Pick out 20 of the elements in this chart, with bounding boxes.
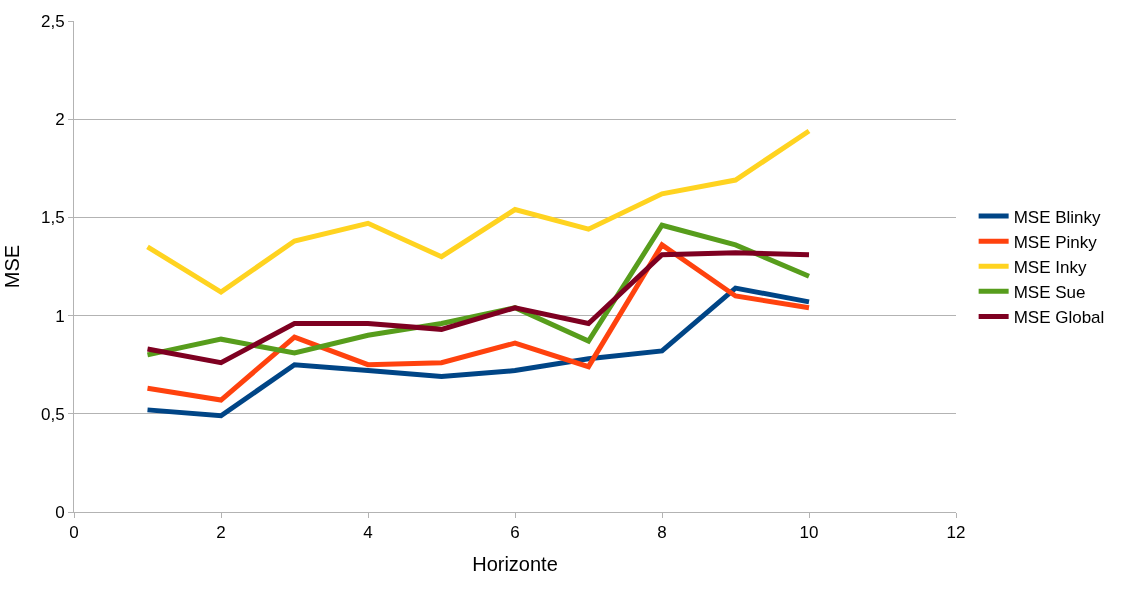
legend-label: MSE Pinky [1013, 232, 1098, 252]
x-tick-label: 12 [946, 523, 966, 543]
legend-label: MSE Inky [1013, 257, 1087, 277]
legend-label: MSE Sue [1013, 282, 1086, 302]
y-tick-label: 1,5 [40, 208, 65, 228]
x-tick-label: 8 [657, 523, 667, 543]
x-tick-label: 0 [69, 523, 79, 543]
legend-label: MSE Blinky [1013, 207, 1102, 227]
legend-label: MSE Global [1013, 308, 1105, 328]
y-tick-label: 2 [55, 110, 65, 130]
y-tick-label: 0,5 [40, 404, 65, 424]
x-tick-label: 2 [216, 523, 226, 543]
y-tick-label: 0 [55, 502, 65, 522]
x-tick-label: 6 [510, 523, 520, 543]
y-tick-label: 1 [55, 306, 65, 326]
y-tick-label: 2,5 [40, 11, 65, 31]
x-tick-label: 4 [363, 523, 373, 543]
x-tick-label: 10 [799, 523, 819, 543]
x-axis-title: Horizonte [472, 552, 558, 575]
y-axis-title: MSE [1, 244, 24, 289]
